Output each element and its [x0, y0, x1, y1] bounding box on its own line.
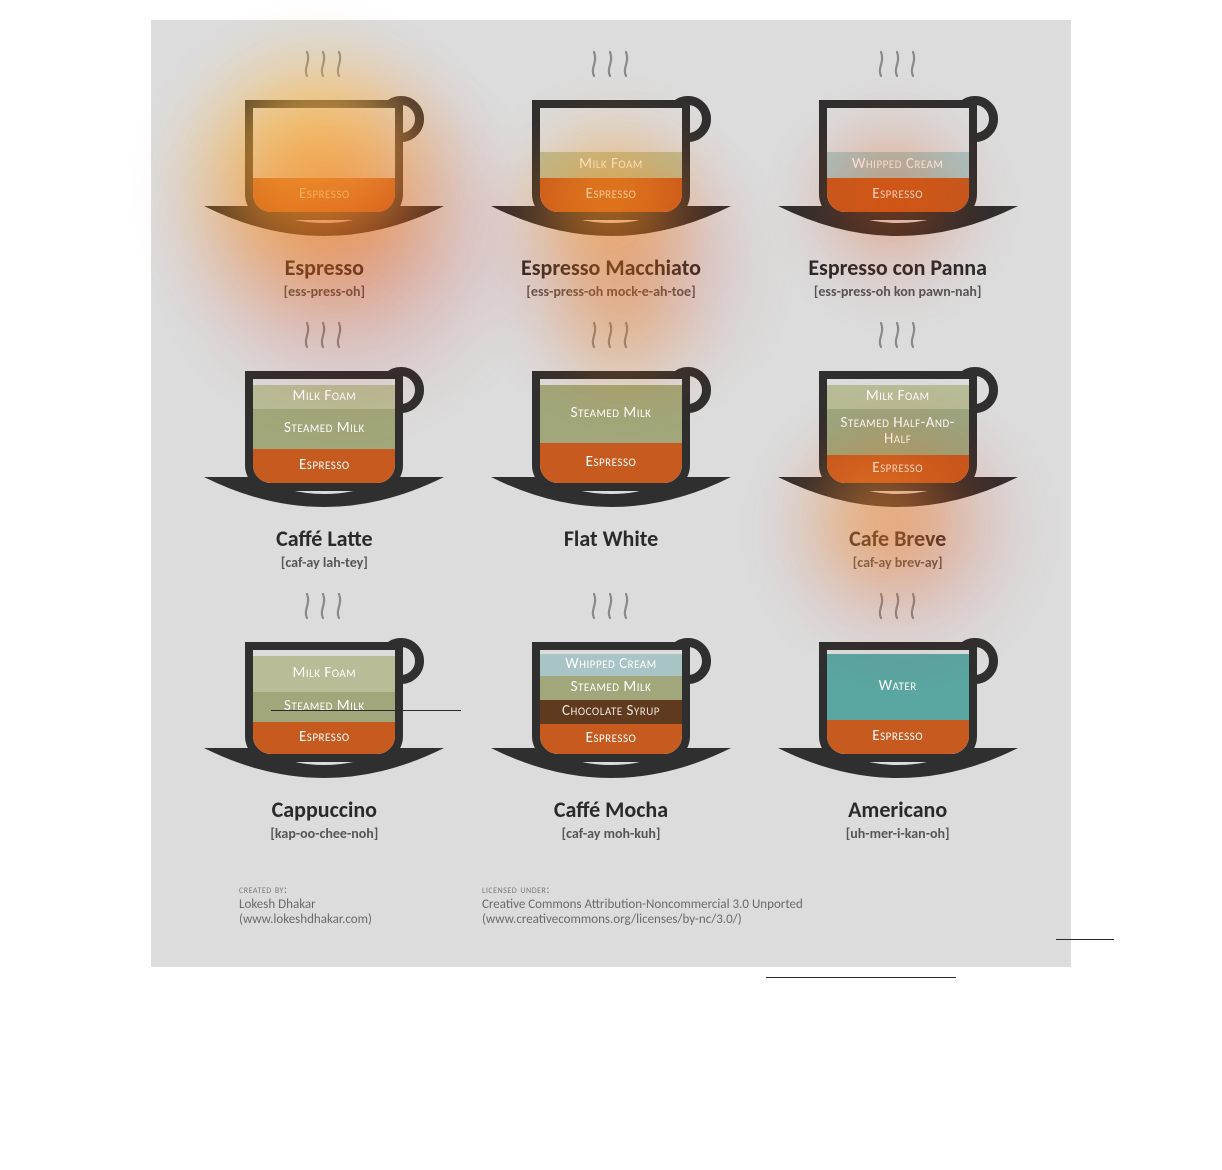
- cup: EspressoChocolate SyrupSteamed MilkWhipp…: [481, 620, 741, 790]
- drink-pronunciation: [ess-press-oh mock-e-ah-toe]: [526, 283, 695, 301]
- drink-pronunciation: [caf-ay moh-kuh]: [562, 825, 661, 843]
- ingredient-layer: Milk Foam: [827, 385, 969, 409]
- ingredient-layer: Water: [827, 654, 969, 720]
- cup: EspressoSteamed MilkMilk Foam: [194, 349, 454, 519]
- drink-cell: EspressoMilk Foam Espresso Macchiato [ess-…: [478, 50, 745, 301]
- drink-pronunciation: [kap-oo-chee-noh]: [270, 825, 378, 843]
- cup-body: Espresso: [245, 100, 403, 220]
- drink-title: Caffé Mocha: [554, 796, 668, 823]
- drink-title: Americano: [848, 796, 947, 823]
- drink-pronunciation: [ess-press-oh kon pawn-nah]: [814, 283, 982, 301]
- license-label: licensed under:: [482, 883, 803, 897]
- ingredient-layer: Espresso: [540, 443, 682, 483]
- license-url: (www.creativecommons.org/licenses/by-nc/…: [482, 912, 803, 927]
- cup: EspressoWater: [768, 620, 1028, 790]
- drink-pronunciation: [caf-ay lah-tey]: [281, 554, 368, 572]
- annotation-mark: [271, 710, 461, 711]
- cup-body: EspressoSteamed MilkMilk Foam: [245, 371, 403, 491]
- cup-body: EspressoSteamed MilkMilk Foam: [245, 642, 403, 762]
- drink-cell: EspressoSteamed Half-And-HalfMilk Foam Ca…: [764, 321, 1031, 572]
- created-by-block: created by: Lokesh Dhakar (www.lokeshdha…: [239, 883, 372, 927]
- ingredient-layer: Milk Foam: [540, 152, 682, 178]
- ingredient-layer: Espresso: [827, 720, 969, 754]
- drink-title: Espresso Macchiato: [521, 254, 701, 281]
- drink-pronunciation: [ess-press-oh]: [284, 283, 365, 301]
- drink-title: Flat White: [564, 525, 658, 552]
- cup: EspressoWhipped Cream: [768, 78, 1028, 248]
- drink-cell: EspressoSteamed MilkMilk Foam Cappuccino […: [191, 592, 458, 843]
- cup-body: EspressoWhipped Cream: [819, 100, 977, 220]
- license-name: Creative Commons Attribution-Noncommerci…: [482, 897, 803, 912]
- ingredient-layer: Steamed Milk: [253, 409, 395, 449]
- ingredient-layer: Chocolate Syrup: [540, 700, 682, 724]
- cup-body: EspressoSteamed Milk: [532, 371, 690, 491]
- license-block: licensed under: Creative Commons Attribu…: [482, 883, 803, 927]
- ingredient-layer: Espresso: [540, 724, 682, 754]
- created-by-label: created by:: [239, 883, 372, 897]
- cup: EspressoSteamed Milk: [481, 349, 741, 519]
- drink-pronunciation: [caf-ay brev-ay]: [853, 554, 943, 572]
- cup: Espresso: [194, 78, 454, 248]
- cup-body: EspressoChocolate SyrupSteamed MilkWhipp…: [532, 642, 690, 762]
- credits: created by: Lokesh Dhakar (www.lokeshdha…: [191, 883, 1031, 927]
- drink-title: Caffé Latte: [276, 525, 372, 552]
- created-by-name: Lokesh Dhakar: [239, 897, 372, 912]
- ingredient-layer: Steamed Milk: [540, 676, 682, 700]
- ingredient-layer: Steamed Milk: [540, 385, 682, 443]
- drink-pronunciation: [uh-mer-i-kan-oh]: [846, 825, 950, 843]
- ingredient-layer: Steamed Half-And-Half: [827, 409, 969, 455]
- cup: EspressoSteamed Half-And-HalfMilk Foam: [768, 349, 1028, 519]
- drink-cell: Espresso Espresso [ess-press-oh]: [191, 50, 458, 301]
- ingredient-layer: Milk Foam: [253, 656, 395, 692]
- ingredient-layer: Espresso: [253, 449, 395, 483]
- annotation-mark: [766, 977, 956, 978]
- ingredient-layer: Steamed Milk: [253, 692, 395, 722]
- annotation-mark: [1056, 939, 1114, 940]
- cup-body: EspressoMilk Foam: [532, 100, 690, 220]
- created-by-url: (www.lokeshdhakar.com): [239, 912, 372, 927]
- drink-title: Cafe Breve: [849, 525, 946, 552]
- cup-body: EspressoSteamed Half-And-HalfMilk Foam: [819, 371, 977, 491]
- drink-cell: EspressoSteamed MilkMilk Foam Caffé Latte…: [191, 321, 458, 572]
- ingredient-layer: Milk Foam: [253, 385, 395, 409]
- drink-cell: EspressoSteamed Milk Flat White: [478, 321, 745, 572]
- drink-title: Espresso con Panna: [808, 254, 987, 281]
- ingredient-layer: Espresso: [827, 455, 969, 483]
- drink-title: Cappuccino: [272, 796, 377, 823]
- ingredient-layer: Espresso: [253, 722, 395, 754]
- cup-body: EspressoWater: [819, 642, 977, 762]
- drinks-grid: EspressoEspresso[ess-press-oh] EspressoM…: [191, 50, 1031, 843]
- drink-cell: EspressoChocolate SyrupSteamed MilkWhipp…: [478, 592, 745, 843]
- cup: EspressoSteamed MilkMilk Foam: [194, 620, 454, 790]
- drink-cell: EspressoWhipped Cream Espresso con Panna […: [764, 50, 1031, 301]
- cup: EspressoMilk Foam: [481, 78, 741, 248]
- ingredient-layer: Whipped Cream: [827, 152, 969, 178]
- ingredient-layer: Espresso: [540, 178, 682, 212]
- ingredient-layer: Espresso: [253, 178, 395, 212]
- drink-title: Espresso: [285, 254, 364, 281]
- infographic-card: EspressoEspresso[ess-press-oh] EspressoM…: [151, 20, 1071, 967]
- ingredient-layer: Espresso: [827, 178, 969, 212]
- drink-cell: EspressoWater Americano [uh-mer-i-kan-oh]: [764, 592, 1031, 843]
- ingredient-layer: Whipped Cream: [540, 654, 682, 676]
